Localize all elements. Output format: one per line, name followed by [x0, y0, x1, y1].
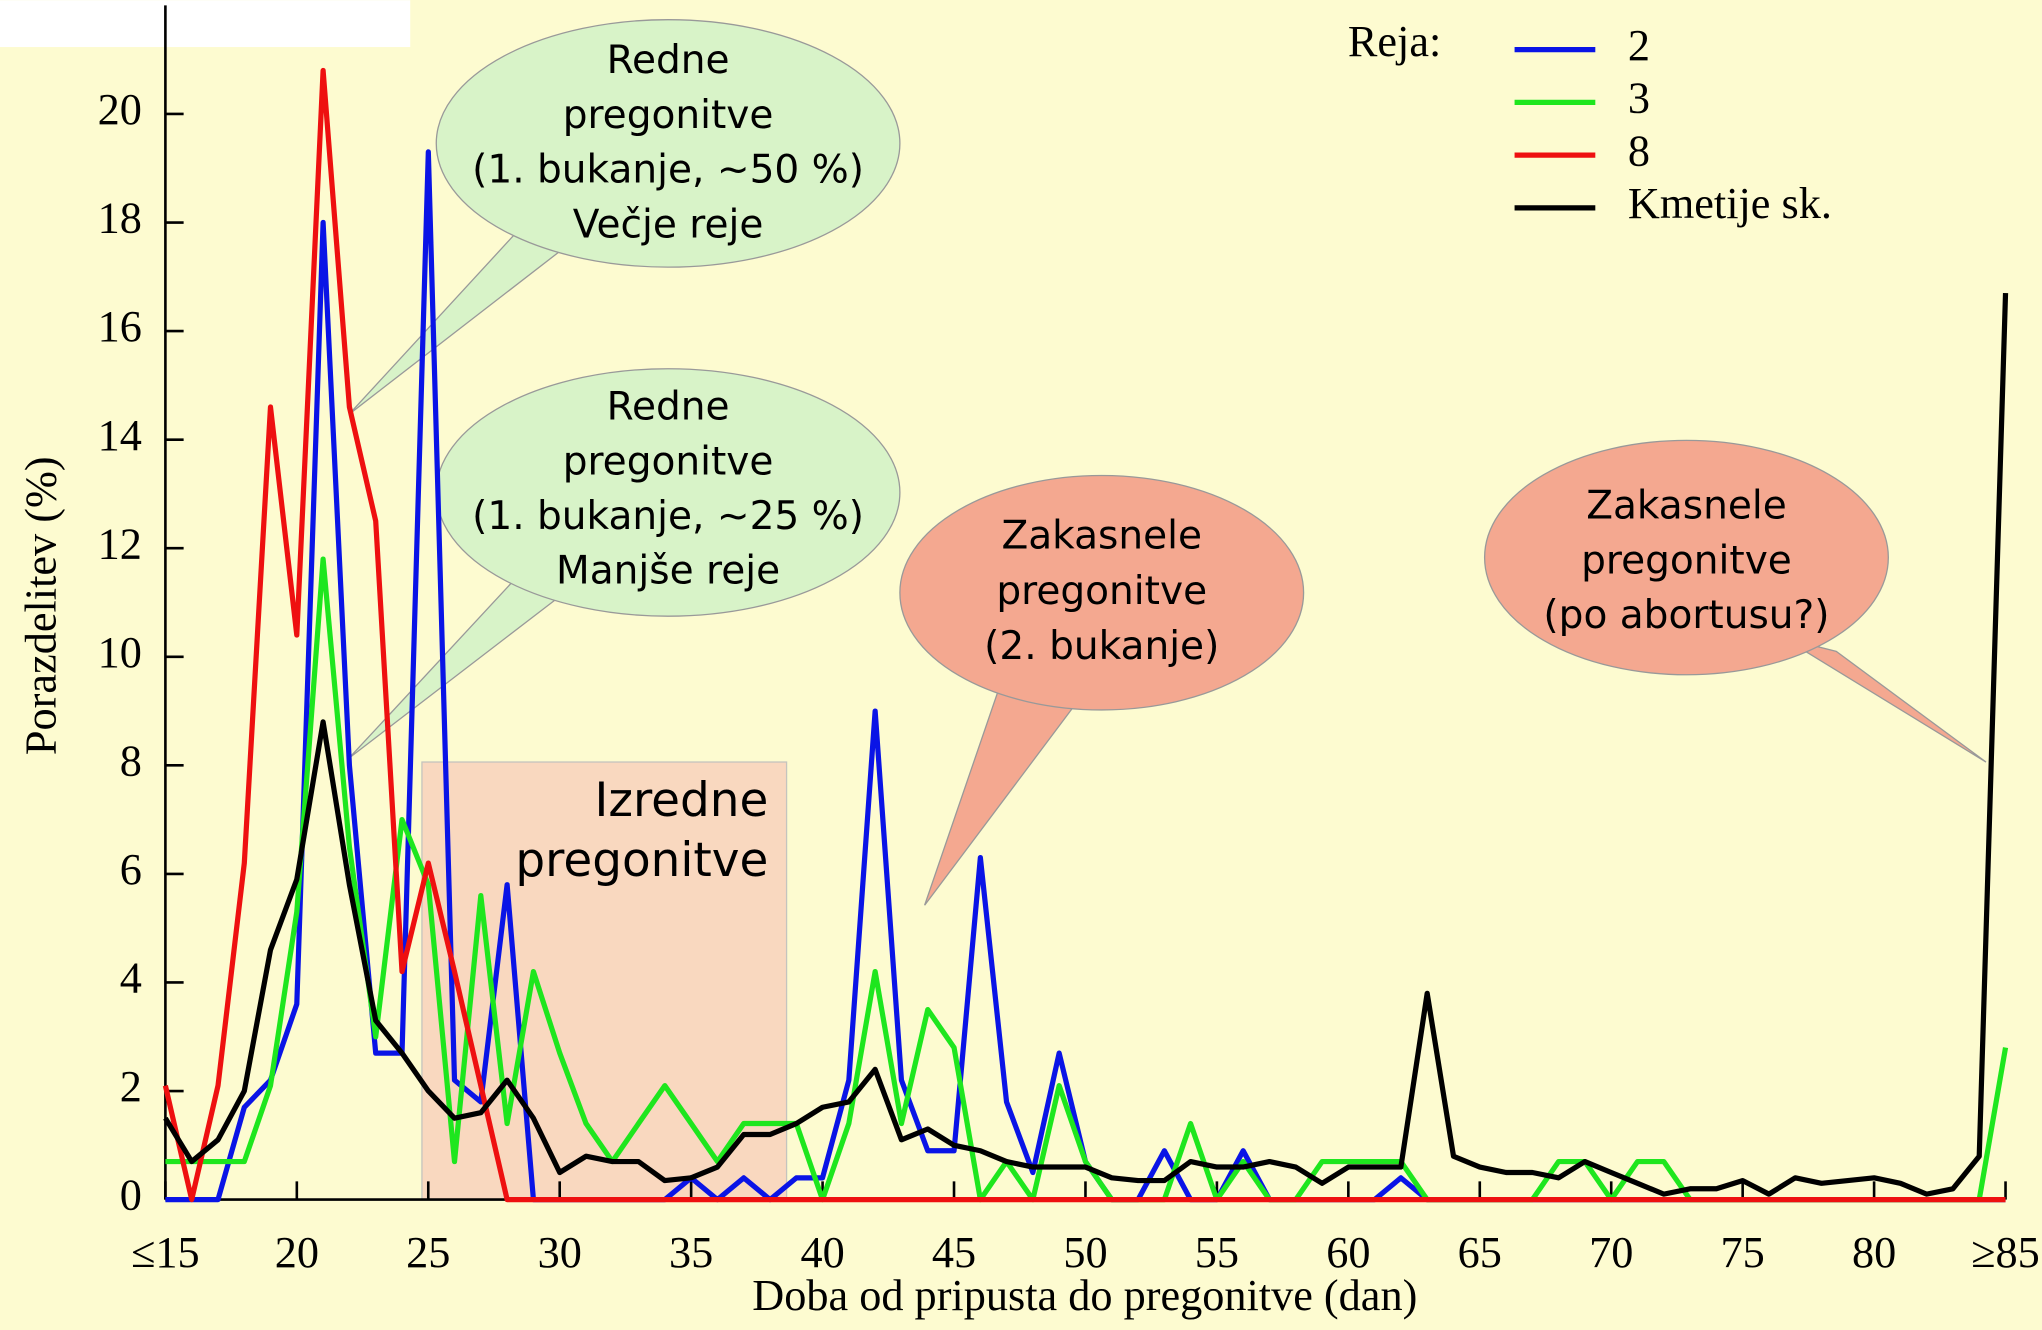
- x-tick-label: 30: [538, 1228, 582, 1277]
- legend-label: 3: [1628, 74, 1650, 123]
- logo-area: [0, 0, 411, 48]
- x-tick-label: 25: [406, 1228, 450, 1277]
- x-tick-label: 65: [1458, 1228, 1502, 1277]
- series-line: [162, 67, 2006, 1203]
- y-tick-label: 18: [98, 194, 142, 243]
- annotation-text: pregonitve: [563, 93, 774, 138]
- annotation-text: Večje reje: [573, 202, 764, 247]
- annotation-text: (1. bukanje, ~25 %): [472, 494, 864, 539]
- annotation-text: Zakasnele: [1586, 484, 1787, 529]
- y-tick-label: 8: [120, 736, 142, 785]
- y-tick-label: 14: [98, 411, 142, 460]
- x-tick-label: ≥85: [1971, 1228, 2040, 1277]
- annotation-text: pregonitve: [515, 833, 768, 888]
- bubble: [435, 19, 901, 268]
- annotation-text: pregonitve: [1581, 538, 1792, 583]
- x-tick-label: 75: [1721, 1228, 1765, 1277]
- annotation-text: (2. bukanje): [984, 624, 1219, 669]
- x-axis-label: Doba od pripusta do pregonitve (dan): [752, 1271, 1417, 1320]
- annotation-text: Izredne: [595, 773, 769, 828]
- highlight-box: [421, 761, 788, 1201]
- annotation-text: Manjše reje: [556, 549, 780, 594]
- x-tick-label: 60: [1326, 1228, 1370, 1277]
- y-tick-label: 4: [120, 954, 142, 1003]
- annotation-text: pregonitve: [563, 439, 774, 484]
- x-tick-label: 50: [1063, 1228, 1107, 1277]
- bubble: [899, 474, 1305, 711]
- x-tick-label: 55: [1195, 1228, 1239, 1277]
- bubble: [1483, 439, 1889, 676]
- annotation-text: (po abortusu?): [1543, 593, 1829, 638]
- y-axis-label: Porazdelitev (%): [17, 456, 66, 755]
- annotation-text: pregonitve: [996, 569, 1207, 614]
- x-tick-label: 70: [1589, 1228, 1633, 1277]
- x-tick-label: 40: [800, 1228, 844, 1277]
- y-tick-label: 10: [98, 628, 142, 677]
- annotation-text: (1. bukanje, ~50 %): [472, 148, 864, 193]
- y-tick-label: 16: [98, 302, 142, 351]
- y-tick-label: 6: [120, 845, 142, 894]
- y-tick-label: 0: [120, 1171, 142, 1220]
- x-tick-label: ≤15: [131, 1228, 200, 1277]
- legend-label: 8: [1628, 126, 1650, 175]
- y-tick-label: 2: [120, 1062, 142, 1111]
- y-tick-label: 20: [98, 85, 142, 134]
- legend-title: Reja:: [1348, 17, 1441, 66]
- x-tick-label: 35: [669, 1228, 713, 1277]
- annotation-text: Redne: [607, 38, 730, 83]
- y-tick-label: 12: [98, 519, 142, 568]
- annotation-text: Zakasnele: [1001, 514, 1202, 559]
- annotation-text: Redne: [607, 385, 730, 430]
- series-line: [163, 292, 2009, 1197]
- legend-label: 2: [1628, 21, 1650, 70]
- legend-label: Kmetije sk.: [1628, 179, 1832, 228]
- x-tick-label: 20: [275, 1228, 319, 1277]
- annotations: [348, 19, 1987, 906]
- x-tick-label: 80: [1852, 1228, 1896, 1277]
- x-tick-label: 45: [932, 1228, 976, 1277]
